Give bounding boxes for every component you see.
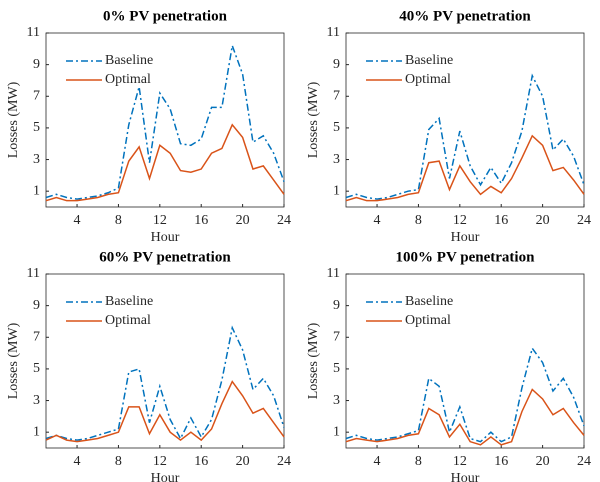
series-line [345, 346, 585, 443]
x-tick-label: 12 [453, 454, 467, 469]
y-tick-label: 9 [333, 57, 340, 72]
x-tick-label: 20 [236, 213, 250, 228]
x-tick-label: 4 [374, 213, 381, 228]
plot-frame [45, 32, 285, 208]
x-tick-label: 16 [194, 454, 208, 469]
panel: 40% PV penetration Hour Losses (MW) 1 3 5 7 9 11… [306, 8, 591, 245]
x-tick-label: 8 [115, 454, 122, 469]
plot-frame [345, 273, 585, 449]
y-tick-label: 7 [333, 88, 340, 103]
series-line [345, 388, 585, 446]
legend-label: Optimal [105, 72, 151, 87]
y-tick-label: 5 [33, 120, 40, 135]
x-axis-label: Hour [451, 230, 480, 245]
x-tick-label: 4 [74, 454, 81, 469]
y-axis-label: Losses (MW) [6, 322, 21, 399]
legend-label: Baseline [105, 53, 153, 68]
series-line [45, 42, 285, 200]
y-tick-label: 11 [327, 266, 340, 281]
plot-frame [345, 32, 585, 208]
x-axis-label: Hour [451, 471, 480, 482]
y-tick-label: 7 [33, 329, 40, 344]
y-tick-label: 11 [27, 25, 40, 40]
y-tick-label: 3 [333, 393, 340, 408]
x-tick-label: 8 [415, 213, 422, 228]
y-tick-label: 7 [33, 88, 40, 103]
series-line [45, 325, 285, 441]
y-tick-label: 5 [333, 361, 340, 376]
chart-title: 40% PV penetration [399, 8, 531, 24]
y-tick-label: 1 [333, 183, 340, 198]
x-tick-label: 16 [494, 213, 508, 228]
x-tick-label: 20 [536, 454, 550, 469]
plot-frame [45, 273, 285, 449]
x-tick-label: 20 [236, 454, 250, 469]
series-line [45, 123, 285, 202]
y-tick-label: 1 [333, 424, 340, 439]
y-tick-label: 5 [33, 361, 40, 376]
y-tick-label: 9 [33, 57, 40, 72]
panel: 60% PV penetration Hour Losses (MW) 1 3 5 7 9 11… [6, 249, 291, 482]
x-tick-label: 24 [277, 454, 291, 469]
legend-label: Baseline [105, 294, 153, 309]
x-tick-label: 12 [153, 213, 167, 228]
y-axis-label: Losses (MW) [6, 81, 21, 158]
x-tick-label: 8 [415, 454, 422, 469]
y-tick-label: 11 [327, 25, 340, 40]
y-tick-label: 3 [33, 393, 40, 408]
y-tick-label: 3 [33, 152, 40, 167]
legend-label: Optimal [405, 72, 451, 87]
y-tick-label: 1 [33, 183, 40, 198]
x-tick-label: 4 [374, 454, 381, 469]
y-tick-label: 9 [333, 298, 340, 313]
y-tick-label: 7 [333, 329, 340, 344]
legend-label: Optimal [405, 313, 451, 328]
x-tick-label: 4 [74, 213, 81, 228]
chart-title: 100% PV penetration [396, 249, 536, 265]
legend-label: Baseline [405, 294, 453, 309]
y-tick-label: 5 [333, 120, 340, 135]
chart-title: 60% PV penetration [99, 249, 231, 265]
x-tick-label: 24 [277, 213, 291, 228]
x-tick-label: 24 [577, 213, 591, 228]
x-tick-label: 16 [194, 213, 208, 228]
panel: 0% PV penetration Hour Losses (MW) 1 3 5 7 9 11 4… [6, 8, 291, 245]
x-tick-label: 16 [494, 454, 508, 469]
y-tick-label: 3 [333, 152, 340, 167]
y-tick-label: 1 [33, 424, 40, 439]
x-axis-label: Hour [151, 230, 180, 245]
x-tick-label: 24 [577, 454, 591, 469]
series-line [345, 134, 585, 202]
y-axis-label: Losses (MW) [306, 81, 321, 158]
series-line [45, 380, 285, 443]
y-tick-label: 9 [33, 298, 40, 313]
x-axis-label: Hour [151, 471, 180, 482]
x-tick-label: 8 [115, 213, 122, 228]
legend-label: Optimal [105, 313, 151, 328]
x-tick-label: 12 [153, 454, 167, 469]
x-tick-label: 20 [536, 213, 550, 228]
y-axis-label: Losses (MW) [306, 322, 321, 399]
chart-title: 0% PV penetration [103, 8, 228, 24]
legend-label: Baseline [405, 53, 453, 68]
panel: 100% PV penetration Hour Losses (MW) 1 3 5 7 9 1… [306, 249, 591, 482]
x-tick-label: 12 [453, 213, 467, 228]
y-tick-label: 11 [27, 266, 40, 281]
series-line [345, 73, 585, 200]
